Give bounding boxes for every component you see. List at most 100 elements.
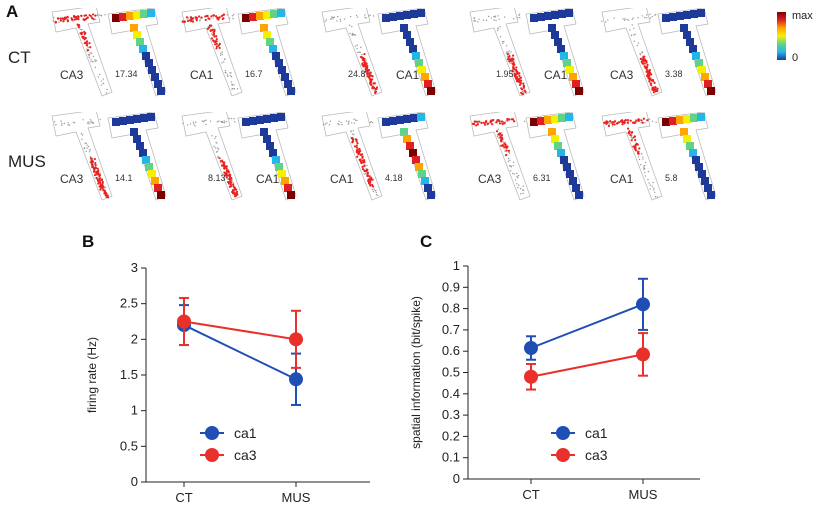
series-ca3 bbox=[524, 332, 650, 391]
y-tick-label: 1 bbox=[453, 258, 460, 273]
legend-marker bbox=[556, 426, 570, 440]
x-tick-label: MUS bbox=[282, 490, 311, 505]
place-cell-mus-4 bbox=[468, 112, 598, 202]
panel-c-label: C bbox=[420, 232, 433, 251]
data-point bbox=[177, 314, 191, 329]
y-tick-label: 1.5 bbox=[120, 367, 138, 382]
colorbar-min-label: 0 bbox=[792, 52, 799, 64]
legend-label: ca3 bbox=[585, 447, 608, 463]
peak-rate-label: 4.18 bbox=[385, 173, 403, 183]
y-tick-label: 3 bbox=[131, 260, 138, 275]
data-point bbox=[289, 372, 303, 387]
x-tick-label: MUS bbox=[629, 487, 658, 502]
region-label: CA1 bbox=[256, 172, 280, 186]
row-label-mus: MUS bbox=[8, 152, 46, 171]
place-cell-map bbox=[321, 8, 437, 97]
trajectory-plot bbox=[469, 112, 531, 201]
y-axis-label: firing rate (Hz) bbox=[85, 337, 99, 413]
trajectory-plot bbox=[51, 112, 113, 201]
place-cell-mus-2 bbox=[180, 112, 310, 202]
legend-marker bbox=[556, 448, 570, 462]
legend-marker bbox=[205, 448, 219, 462]
region-label: CA3 bbox=[610, 68, 634, 82]
y-axis-label: spatial information (bit/spike) bbox=[409, 296, 423, 449]
x-tick-label: CT bbox=[522, 487, 539, 502]
series-line bbox=[530, 353, 644, 378]
place-cell-ct-5 bbox=[600, 8, 730, 98]
rate-map bbox=[237, 112, 297, 201]
region-label: CA1 bbox=[190, 68, 214, 82]
colorbar bbox=[777, 12, 786, 60]
series-ca1 bbox=[524, 277, 650, 361]
place-cell-ct-3 bbox=[320, 8, 450, 98]
trajectory-plot bbox=[51, 8, 113, 97]
y-tick-label: 0.4 bbox=[442, 386, 460, 401]
data-point bbox=[289, 332, 303, 347]
place-cell-map bbox=[51, 112, 167, 201]
y-tick-label: 0.8 bbox=[442, 301, 460, 316]
series-line bbox=[530, 303, 644, 349]
place-cell-mus-5 bbox=[600, 112, 730, 202]
rate-map bbox=[525, 8, 585, 97]
place-cell-ct-2 bbox=[180, 8, 310, 98]
data-point bbox=[524, 369, 538, 384]
data-point bbox=[524, 341, 538, 356]
region-label: CA1 bbox=[396, 68, 420, 82]
region-label: CA1 bbox=[610, 172, 634, 186]
region-label: CA3 bbox=[60, 172, 84, 186]
chart-c-spatial-information: 0 0.1 0.2 0.3 0.4 0.5 0.6 0.7 0.8 0.9 1 CT MUS spatia… bbox=[409, 258, 700, 502]
trajectory-plot bbox=[181, 112, 243, 201]
rate-map bbox=[107, 112, 167, 201]
peak-rate-label: 8.13 bbox=[208, 173, 226, 183]
axes: 0 0.1 0.2 0.3 0.4 0.5 0.6 0.7 0.8 0.9 1 CT MUS bbox=[442, 258, 700, 502]
y-tick-label: 0.1 bbox=[442, 450, 460, 465]
data-point bbox=[636, 347, 650, 362]
y-tick-label: 0 bbox=[131, 474, 138, 489]
peak-rate-label: 17.34 bbox=[115, 69, 138, 79]
place-cell-map bbox=[469, 8, 585, 97]
peak-rate-label: 3.38 bbox=[665, 69, 683, 79]
data-point bbox=[636, 297, 650, 312]
series-ca1 bbox=[177, 304, 303, 406]
place-cell-map bbox=[51, 8, 167, 97]
rate-map bbox=[107, 8, 167, 97]
y-tick-label: 0.5 bbox=[442, 365, 460, 380]
legend-item-ca1: ca1 bbox=[200, 425, 257, 441]
rate-map bbox=[657, 8, 717, 97]
y-tick-label: 0.6 bbox=[442, 343, 460, 358]
chart-b-firing-rate: 0 0.5 1 1.5 2 2.5 3 CT MUS firing rate (Hz) ca1 ca3 bbox=[85, 260, 370, 505]
place-cell-mus-3 bbox=[320, 112, 450, 202]
trajectory-plot bbox=[469, 8, 531, 97]
legend-item-ca3: ca3 bbox=[200, 447, 257, 463]
trajectory-plot bbox=[321, 112, 383, 201]
y-tick-label: 0.2 bbox=[442, 428, 460, 443]
place-cell-ct-1 bbox=[50, 8, 180, 98]
place-cell-map bbox=[469, 112, 585, 201]
y-tick-label: 0.9 bbox=[442, 279, 460, 294]
colorbar-max-label: max bbox=[792, 10, 813, 22]
legend-label: ca1 bbox=[585, 425, 608, 441]
peak-rate-label: 16.7 bbox=[245, 69, 263, 79]
region-label: CA1 bbox=[544, 68, 568, 82]
peak-rate-label: 5.8 bbox=[665, 173, 678, 183]
place-cell-map bbox=[601, 112, 717, 201]
panel-a-label: A bbox=[6, 2, 19, 21]
trajectory-plot bbox=[321, 8, 383, 97]
region-label: CA3 bbox=[478, 172, 502, 186]
y-tick-label: 0.5 bbox=[120, 438, 138, 453]
legend-item-ca1: ca1 bbox=[551, 425, 608, 441]
rate-map bbox=[237, 8, 297, 97]
y-tick-label: 0.7 bbox=[442, 322, 460, 337]
trajectory-plot bbox=[181, 8, 243, 97]
x-tick-label: CT bbox=[175, 490, 192, 505]
y-tick-label: 0.3 bbox=[442, 407, 460, 422]
place-cell-map bbox=[181, 8, 297, 97]
series-line bbox=[183, 320, 297, 341]
y-tick-label: 2 bbox=[131, 331, 138, 346]
region-label: CA1 bbox=[330, 172, 354, 186]
peak-rate-label: 6.31 bbox=[533, 173, 551, 183]
place-cell-map bbox=[601, 8, 717, 97]
peak-rate-label: 14.1 bbox=[115, 173, 133, 183]
region-label: CA3 bbox=[60, 68, 84, 82]
y-tick-label: 0 bbox=[453, 471, 460, 486]
